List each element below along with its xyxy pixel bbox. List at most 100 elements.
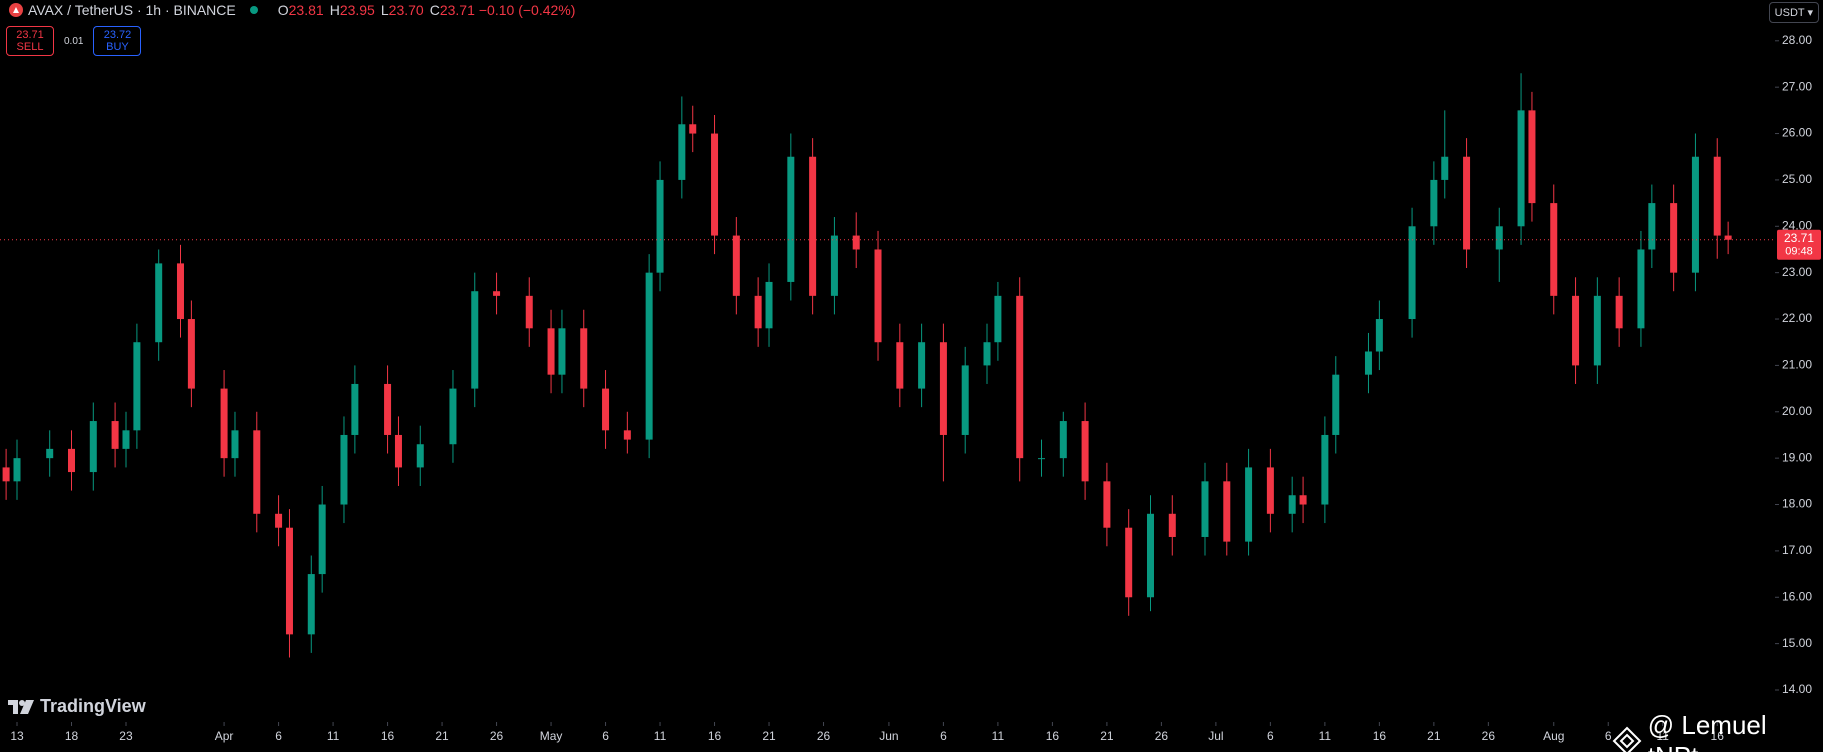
- candle-body: [961, 365, 969, 435]
- quote-key: H: [329, 2, 340, 18]
- candle-body: [1223, 481, 1231, 542]
- candle-body: [656, 179, 664, 273]
- currency: USDT: [1774, 7, 1805, 19]
- currency-button[interactable]: USDT ▾: [1768, 2, 1819, 23]
- candle-body: [1670, 203, 1678, 273]
- symbol-header: AVAX / TetherUS · 1h · BINANCE O23.81 H23…: [8, 2, 575, 18]
- quote-value: 23.95: [339, 2, 375, 18]
- x-tick-label: 26: [1482, 729, 1496, 743]
- x-tick-label: 21: [762, 729, 776, 743]
- x-tick-label: 23: [119, 729, 133, 743]
- buy-label: BUY: [106, 41, 129, 53]
- y-tick-label: 22.00: [1782, 311, 1812, 325]
- y-tick-label: 21.00: [1782, 358, 1812, 372]
- candle-body: [711, 133, 719, 236]
- candle-body: [623, 430, 631, 440]
- price-tag-countdown: 09:48: [1785, 246, 1813, 258]
- candle-body: [830, 235, 838, 296]
- price-tag: [1777, 229, 1821, 260]
- candle-body: [918, 342, 926, 389]
- x-tick-label: 21: [1427, 729, 1441, 743]
- x-tick-label: Jul: [1208, 729, 1223, 743]
- candle-body: [525, 295, 533, 329]
- candle-body: [1463, 156, 1471, 250]
- candle-body: [809, 156, 817, 296]
- candle-body: [1364, 351, 1372, 375]
- candle-body: [1146, 513, 1154, 598]
- candle-body: [351, 383, 359, 435]
- candle-body: [2, 467, 10, 482]
- candle-body: [231, 430, 239, 459]
- candle-body: [602, 388, 610, 431]
- sell-label: SELL: [16, 41, 44, 53]
- watermark-text: @ Lemuel tNPt: [1647, 710, 1767, 752]
- spread: 0.01: [64, 35, 84, 47]
- candle-body: [318, 504, 326, 575]
- candle-body: [1245, 467, 1253, 542]
- candle-body: [1528, 110, 1536, 204]
- candle-body: [384, 383, 392, 435]
- candle-body: [983, 342, 991, 366]
- x-tick-label: 16: [708, 729, 722, 743]
- candle-body: [689, 124, 697, 134]
- candle-body: [1495, 226, 1503, 250]
- candle-body: [1430, 179, 1438, 227]
- candle-body: [1637, 249, 1645, 329]
- candle-body: [1713, 156, 1721, 236]
- x-tick-label: 6: [602, 729, 609, 743]
- y-tick-label: 18.00: [1782, 497, 1812, 511]
- x-tick-label: 26: [1155, 729, 1169, 743]
- candle-body: [1125, 527, 1133, 598]
- candle-body: [765, 281, 773, 329]
- candle-body: [1081, 421, 1089, 482]
- x-tick-label: 6: [1605, 729, 1612, 743]
- x-tick-label: 16: [381, 729, 395, 743]
- candle-body: [1648, 203, 1656, 250]
- logo[interactable]: TradingView: [8, 696, 146, 717]
- candle-body: [1572, 295, 1580, 366]
- candle-body: [1059, 421, 1067, 459]
- candle-body: [678, 124, 686, 180]
- change: −0.10 (−0.42%): [478, 2, 576, 18]
- candle-body: [176, 263, 184, 320]
- candle-body: [1266, 467, 1274, 514]
- candle-body: [1691, 156, 1699, 273]
- y-tick-label: 28.00: [1782, 33, 1812, 47]
- x-tick-label: 6: [275, 729, 282, 743]
- symbol[interactable]: AVAX / TetherUS · 1h · BINANCE: [28, 2, 236, 18]
- candle-body: [253, 430, 261, 514]
- sell-button[interactable]: 23.71 SELL: [6, 26, 54, 56]
- candle-body: [1441, 156, 1449, 180]
- x-tick-label: 26: [817, 729, 831, 743]
- x-tick-label: Apr: [215, 729, 234, 743]
- quote-value: 23.81: [288, 2, 324, 18]
- candle-body: [1550, 203, 1558, 296]
- candle-body: [852, 235, 860, 250]
- candle-body: [1038, 458, 1046, 460]
- quote-key: L: [380, 2, 389, 18]
- candle-body: [1288, 495, 1296, 514]
- candle-body: [1168, 513, 1176, 537]
- y-tick-label: 19.00: [1782, 450, 1812, 464]
- candle-body: [754, 295, 762, 329]
- candle-body: [547, 328, 555, 375]
- candle-body: [787, 156, 795, 282]
- y-tick-label: 17.00: [1782, 543, 1812, 557]
- y-tick-label: 26.00: [1782, 126, 1812, 140]
- candle-body: [394, 434, 402, 468]
- buy-button[interactable]: 23.72 BUY: [93, 26, 142, 56]
- candle-body: [1321, 434, 1329, 505]
- buy-price: 23.72: [103, 29, 132, 41]
- y-tick-label: 20.00: [1782, 404, 1812, 418]
- quote: O23.81 H23.95 L23.70 C23.71: [272, 2, 475, 18]
- candle-body: [307, 574, 315, 635]
- x-tick-label: 6: [1267, 729, 1274, 743]
- candle-body: [220, 388, 228, 459]
- logo-icon: [8, 699, 34, 714]
- symbol-icon: [9, 3, 23, 17]
- candle-body: [471, 291, 479, 389]
- logo-text: TradingView: [40, 696, 146, 716]
- quote-key: C: [429, 2, 440, 18]
- x-tick-label: 16: [1373, 729, 1387, 743]
- x-tick-label: 6: [940, 729, 947, 743]
